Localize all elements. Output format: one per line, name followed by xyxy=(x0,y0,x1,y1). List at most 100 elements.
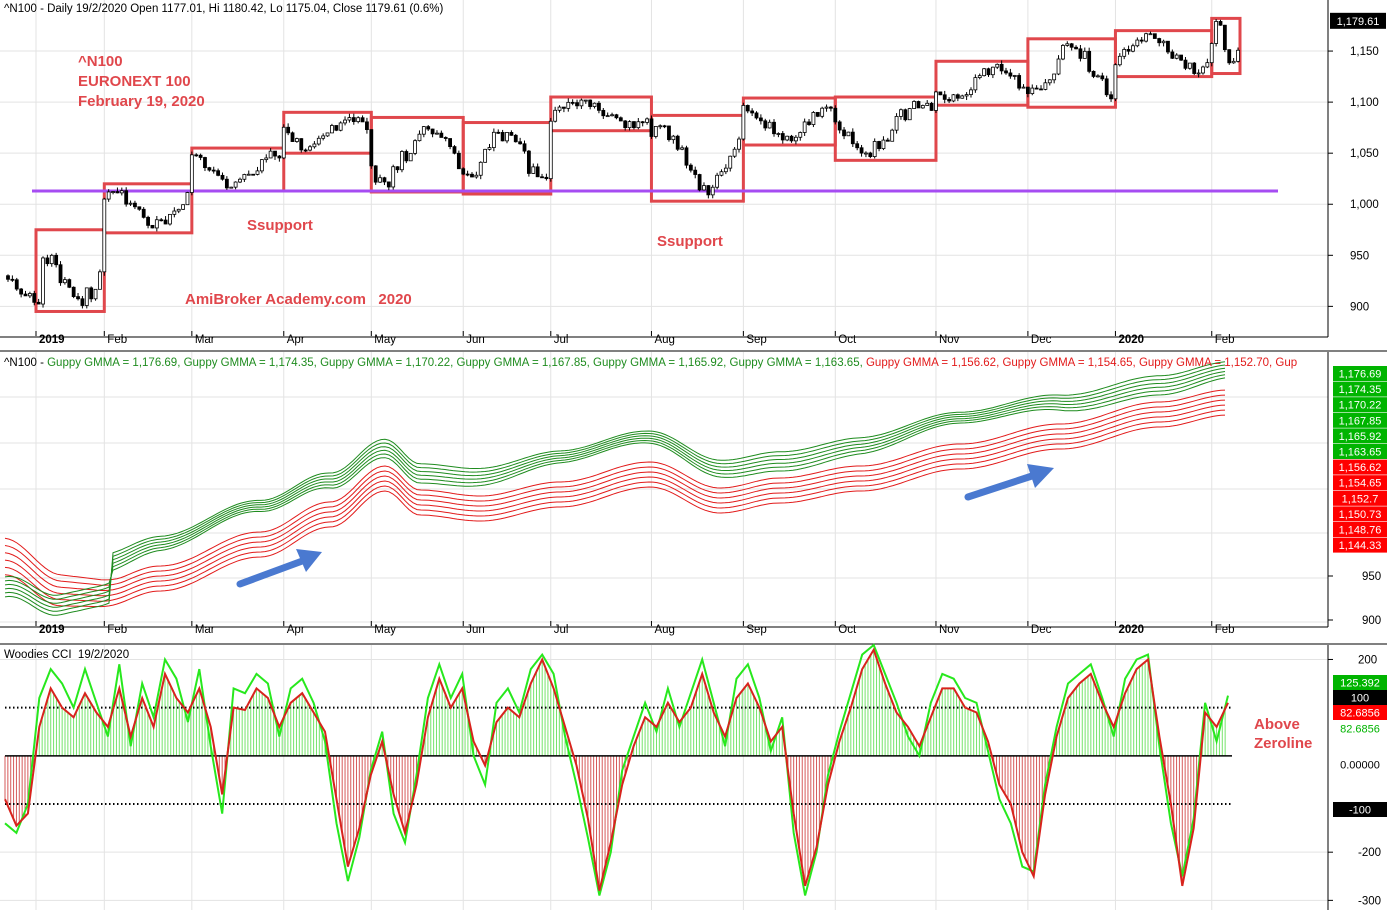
candle-body xyxy=(216,170,221,176)
candle-body xyxy=(837,121,842,131)
x-axis-label: Nov xyxy=(939,624,960,636)
cci-value-badge xyxy=(1333,675,1387,690)
x-axis-label: Apr xyxy=(287,624,305,636)
candle-body xyxy=(934,91,938,111)
candle-body xyxy=(211,169,216,172)
candle-body xyxy=(632,121,636,129)
candle-body xyxy=(789,135,794,142)
candle-body xyxy=(723,167,728,173)
candle-body xyxy=(461,168,466,175)
monthly-range-box xyxy=(549,95,653,133)
candle-body xyxy=(618,117,623,122)
candle-body xyxy=(1122,49,1127,57)
candle-body xyxy=(955,94,960,99)
candle-body xyxy=(719,171,724,176)
candle-body xyxy=(1126,49,1131,52)
cci-annotation-above: Above xyxy=(1254,716,1300,733)
cci-annotation-zeroline: Zeroline xyxy=(1254,735,1312,752)
candle-body xyxy=(1043,82,1048,90)
price-ytick-label: 900 xyxy=(1350,301,1369,313)
candle-body xyxy=(824,106,829,109)
candle-body xyxy=(395,166,400,171)
price-header: ^N100 - Daily 19/2/2020 Open 1177.01, Hi… xyxy=(4,3,443,15)
candle-body xyxy=(1227,49,1232,64)
candle-body xyxy=(281,126,286,159)
gmma-value-label: 1,150.73 xyxy=(1339,509,1382,521)
candle-body xyxy=(102,198,107,273)
candle-body xyxy=(119,190,124,194)
x-axis-label: May xyxy=(374,334,396,346)
candle-body xyxy=(1183,59,1188,69)
x-axis-label: Feb xyxy=(1215,334,1235,346)
candle-body xyxy=(448,138,452,148)
candle-body xyxy=(640,121,645,124)
gmma-long-line xyxy=(4,389,1226,581)
gmma-header-part: Guppy GMMA = 1,156.62, Guppy GMMA = 1,15… xyxy=(866,357,1297,369)
gmma-short-line xyxy=(4,377,1226,596)
candle-body xyxy=(986,68,991,76)
candle-body xyxy=(693,169,698,175)
candle-body xyxy=(531,166,536,174)
candle-body xyxy=(36,301,41,305)
monthly-range-box xyxy=(833,95,938,162)
candle-body xyxy=(763,120,768,129)
x-axis-label: Aug xyxy=(654,624,674,636)
candle-body xyxy=(347,117,352,121)
support-label-1: Ssupport xyxy=(247,217,313,234)
candle-body xyxy=(141,208,146,218)
gmma-header-part: Guppy GMMA = 1,176.69, Guppy GMMA = 1,17… xyxy=(47,357,866,369)
candle-body xyxy=(820,107,825,117)
candle-body xyxy=(877,141,881,150)
candle-body xyxy=(1201,66,1205,74)
candle-body xyxy=(872,141,877,157)
candle-body xyxy=(259,159,264,172)
cci-ytick-label: -200 xyxy=(1358,847,1381,859)
candle-body xyxy=(1082,50,1087,59)
gmma-value-label: 1,163.65 xyxy=(1339,447,1382,459)
x-axis-label: Aug xyxy=(654,334,674,346)
candle-body xyxy=(49,254,54,265)
candle-body xyxy=(741,105,746,140)
candle-body xyxy=(680,147,684,150)
candle-body xyxy=(1069,43,1074,48)
candle-body xyxy=(316,137,321,145)
candle-body xyxy=(1174,54,1179,59)
candle-body xyxy=(885,139,890,142)
cci-value-label: 100 xyxy=(1351,693,1369,705)
candle-body xyxy=(802,121,807,133)
candle-body xyxy=(246,173,251,176)
candle-body xyxy=(1196,72,1201,75)
candle-body xyxy=(84,287,89,306)
cci-value-badge xyxy=(1333,705,1387,720)
candle-body xyxy=(1096,75,1100,78)
cci-value-label: 0.00000 xyxy=(1340,760,1380,772)
candle-body xyxy=(330,125,334,134)
candle-body xyxy=(233,181,238,188)
candle-body xyxy=(505,132,509,142)
candle-body xyxy=(1030,87,1035,94)
candle-body xyxy=(1157,38,1162,44)
price-ytick-label: 1,050 xyxy=(1350,148,1379,160)
candle-body xyxy=(833,107,838,123)
gmma-value-badge xyxy=(1333,490,1387,506)
candle-body xyxy=(1052,73,1057,81)
candle-body xyxy=(715,174,720,188)
candle-body xyxy=(159,219,164,222)
candle-body xyxy=(41,257,45,305)
candle-body xyxy=(912,101,916,109)
price-panel: ^N100 - Daily 19/2/2020 Open 1177.01, Hi… xyxy=(0,0,1386,346)
candle-body xyxy=(1192,62,1197,74)
candle-body xyxy=(995,63,1000,68)
candle-body xyxy=(1061,45,1065,60)
candle-body xyxy=(890,129,895,142)
gmma-y-axis-ticks: 900 950 xyxy=(1328,571,1381,627)
candle-body xyxy=(553,109,558,122)
candle-body xyxy=(439,132,444,138)
candle-body xyxy=(947,99,952,102)
candle-body xyxy=(386,181,391,188)
x-axis-label: May xyxy=(374,624,396,636)
x-axis-label: Sep xyxy=(746,624,766,636)
candle-body xyxy=(1078,48,1083,59)
candle-body xyxy=(859,147,864,154)
